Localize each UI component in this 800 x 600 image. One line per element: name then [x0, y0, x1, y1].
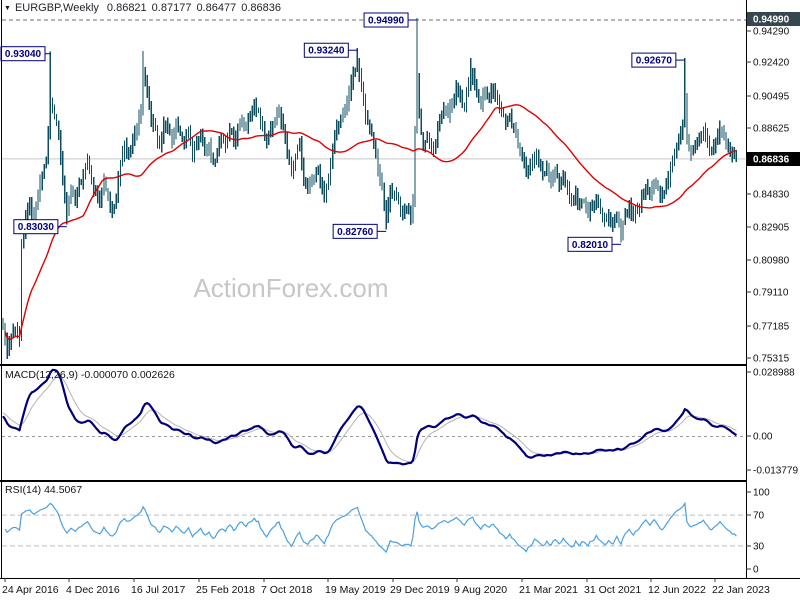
level-price-axis-label-bg	[747, 12, 800, 26]
main-y-axis-label: 0.90495	[753, 92, 790, 103]
main-y-axis-label: 0.92420	[753, 58, 790, 69]
price-bars	[2, 18, 738, 359]
price-marker-label: 0.93240	[308, 46, 345, 57]
price-marker-box	[332, 223, 378, 239]
rsi-y-axis-label: 30	[753, 542, 765, 553]
main-y-axis-label: 0.86836	[753, 155, 790, 166]
x-axis-label: 7 Oct 2018	[261, 584, 313, 596]
rsi-line	[4, 501, 737, 554]
price-marker-label: 0.94990	[368, 16, 405, 27]
price-marker-label: 0.82760	[337, 227, 374, 238]
macd-y-axis-label: 0.028988	[753, 368, 795, 379]
main-y-axis-label: 0.84830	[753, 190, 790, 201]
x-axis-label: 16 Jul 2017	[131, 584, 185, 596]
price-level-marker-0.92670: 0.92670	[631, 52, 685, 68]
main-y-axis-label: 0.82905	[753, 223, 790, 234]
macd-signal-line	[2, 376, 737, 463]
time-axis-area[interactable]	[0, 579, 800, 600]
price-marker-label: 0.92670	[636, 56, 673, 67]
price-marker-box	[363, 12, 409, 28]
main-y-axis-label: 0.94290	[753, 27, 790, 38]
main-y-axis-label: 0.79110	[753, 288, 789, 299]
x-axis-label: 12 Jun 2022	[648, 584, 706, 596]
rsi-y-axis-label: 100	[753, 488, 770, 499]
x-axis-label: 25 Feb 2018	[196, 584, 255, 596]
price-marker-box	[303, 42, 349, 58]
time-axis[interactable]: 24 Apr 2016 4 Dec 2016 16 Jul 2017 25 Feb 2…	[0, 578, 800, 600]
x-axis-label: 24 Apr 2016	[2, 584, 59, 596]
rsi-y-axis-label: 70	[753, 511, 765, 522]
macd-line	[2, 368, 738, 466]
macd-indicator-label: MACD(12,26,9) -0.000070 0.002626	[5, 369, 175, 381]
ohlc-close: 0.86836	[241, 2, 281, 14]
rsi-indicator-label: RSI(14) 44.5067	[5, 484, 83, 496]
price-marker-label: 0.93040	[5, 49, 42, 60]
ohlc-high: 0.87177	[151, 2, 192, 14]
price-marker-box	[631, 52, 677, 68]
price-level-marker-0.93240: 0.93240	[303, 42, 358, 58]
price-level-marker-0.83030: 0.83030	[13, 219, 67, 235]
main-y-axis-label: 0.77185	[753, 322, 790, 333]
ohlc-open: 0.86821	[106, 2, 147, 14]
chart-frame	[0, 0, 800, 579]
price-marker-label: 0.82010	[572, 240, 609, 251]
macd-panel	[2, 368, 746, 466]
main-y-axis-label: 0.75315	[753, 354, 790, 365]
x-axis-label: 22 Jan 2023	[712, 584, 770, 596]
price-level-marker-0.82010: 0.82010	[567, 236, 621, 252]
x-axis-label: 4 Dec 2016	[66, 584, 120, 596]
rsi-panel	[2, 501, 746, 554]
current-price-axis-label-bg	[747, 152, 800, 166]
price-level-marker-0.82760: 0.82760	[332, 223, 387, 239]
macd-y-axis-label: -0.013779	[753, 466, 798, 477]
ohlc-low: 0.86477	[196, 2, 237, 14]
x-axis-label: 29 Dec 2019	[390, 584, 450, 596]
x-axis-label: 31 Oct 2021	[584, 584, 641, 596]
symbol-title: EURGBP,Weekly	[14, 2, 99, 14]
price-marker-box	[567, 236, 613, 252]
main-y-axis-label: 0.88625	[753, 124, 790, 135]
moving-average-line	[4, 104, 737, 341]
price-axis-area[interactable]	[747, 0, 800, 578]
macd-y-axis-label: 0.00	[753, 432, 773, 443]
price-marker-box	[13, 219, 59, 235]
x-axis-label: 21 Mar 2021	[519, 584, 578, 596]
price-level-marker-0.94990: 0.94990	[363, 12, 418, 28]
x-axis-label: 9 Aug 2020	[454, 584, 507, 596]
watermark: ActionForex.com	[193, 273, 388, 303]
price-level-marker-0.93040: 0.93040	[0, 46, 51, 62]
price-marker-label: 0.83030	[18, 222, 55, 233]
main-y-axis-label: 0.80980	[753, 256, 790, 267]
x-axis-label: 19 May 2019	[325, 584, 386, 596]
main-chart-panel: ActionForex.com 0.93040 0.94990 0.93240 0.92…	[0, 12, 746, 359]
main-y-axis-label: 0.94990	[753, 15, 790, 26]
symbol-dropdown-arrow-icon[interactable]: ▼	[4, 4, 11, 12]
symbol-header: ▼ EURGBP,Weekly 0.86821 0.87177 0.86477 …	[4, 2, 286, 14]
rsi-y-axis-label: 0	[753, 565, 759, 576]
